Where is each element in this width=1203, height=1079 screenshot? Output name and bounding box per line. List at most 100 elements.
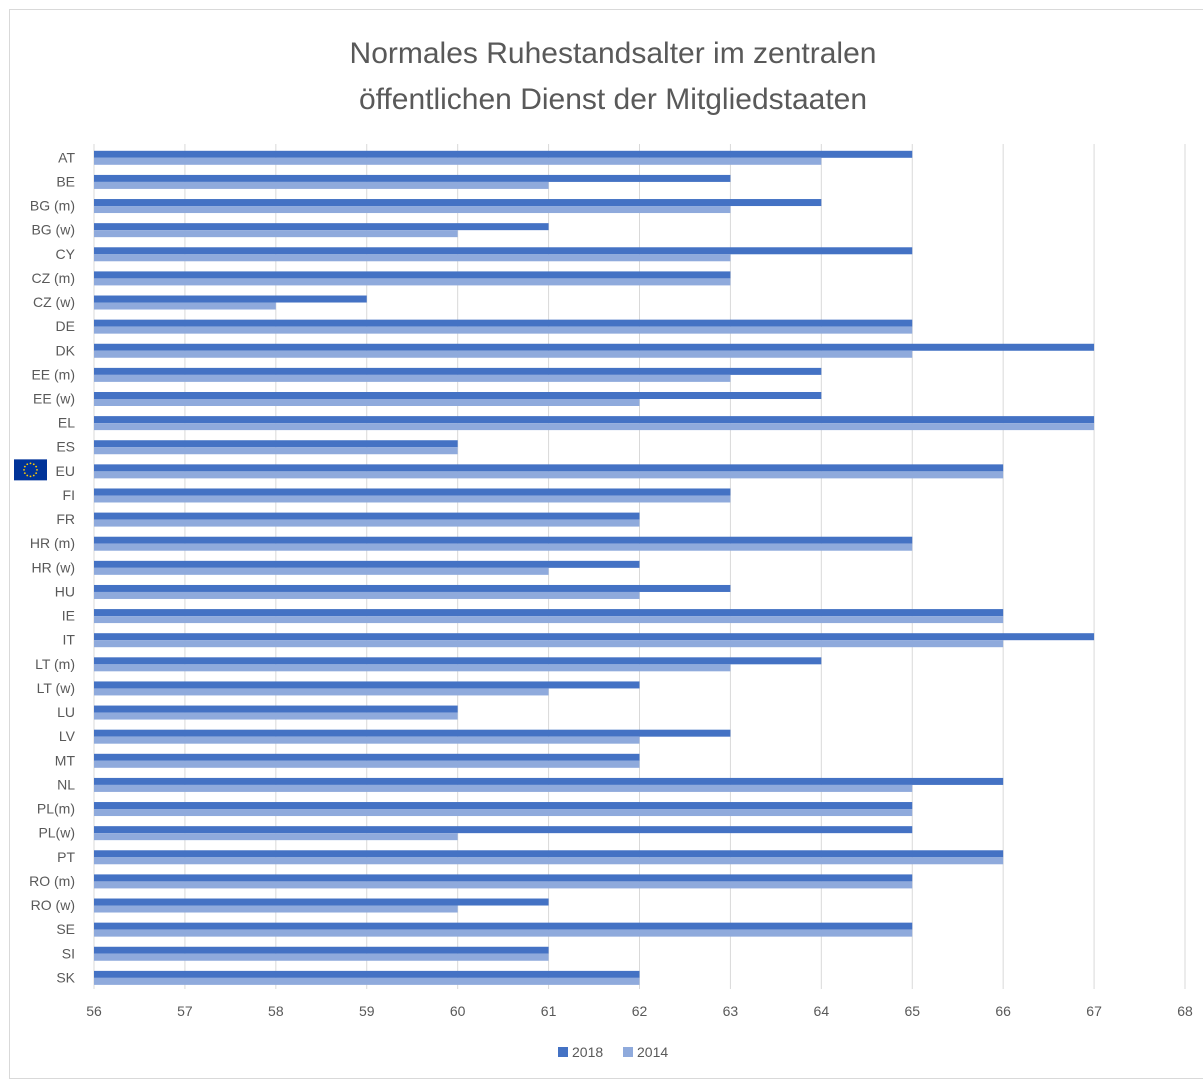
category-label-bg-m: BG (m) <box>30 198 75 214</box>
legend: 2018 2014 <box>558 1044 668 1060</box>
category-labels: AT BE BG (m) BG (w) CY CZ (m) CZ (w) DE DK EE (m)… <box>14 149 76 985</box>
bars <box>94 150 1095 985</box>
bar-pl-w-2018 <box>94 826 913 834</box>
x-tick-label-57: 57 <box>177 1003 193 1019</box>
bar-fr-2018 <box>94 512 640 520</box>
bar-si-2018 <box>94 946 549 954</box>
bar-bg-w-2014 <box>94 230 458 238</box>
legend-swatch-2014 <box>623 1047 633 1057</box>
bar-ee-m-2018 <box>94 367 822 375</box>
category-label-cy: CY <box>56 246 76 262</box>
category-label-lt-m: LT (m) <box>35 656 75 672</box>
x-tick-label-66: 66 <box>995 1003 1011 1019</box>
x-tick-label-61: 61 <box>541 1003 557 1019</box>
bar-be-2018 <box>94 174 731 182</box>
bar-nl-2014 <box>94 784 913 792</box>
bar-mt-2018 <box>94 753 640 761</box>
bar-si-2014 <box>94 953 549 961</box>
bar-eu-2014 <box>94 471 1004 479</box>
x-tick-label-68: 68 <box>1177 1003 1193 1019</box>
bar-hr-m-2018 <box>94 536 913 544</box>
x-tick-label-56: 56 <box>86 1003 102 1019</box>
bar-hr-m-2014 <box>94 543 913 551</box>
bar-cz-m-2018 <box>94 271 731 279</box>
bar-sk-2014 <box>94 977 640 985</box>
category-label-mt: MT <box>55 752 76 768</box>
category-label-hr-m: HR (m) <box>30 535 75 551</box>
bar-pt-2018 <box>94 850 1004 858</box>
category-label-ro-w: RO (w) <box>31 897 75 913</box>
bar-hr-w-2018 <box>94 560 640 568</box>
bar-es-2014 <box>94 447 458 455</box>
bar-at-2018 <box>94 150 913 158</box>
bar-lt-w-2014 <box>94 688 549 696</box>
x-tick-label-58: 58 <box>268 1003 284 1019</box>
bar-es-2018 <box>94 440 458 448</box>
category-label-at: AT <box>58 149 75 165</box>
category-label-be: BE <box>56 173 75 189</box>
x-tick-label-62: 62 <box>632 1003 648 1019</box>
bar-nl-2018 <box>94 777 1004 785</box>
category-label-lv: LV <box>59 728 76 744</box>
bar-pl-w-2014 <box>94 833 458 841</box>
bar-de-2014 <box>94 326 913 334</box>
bar-pt-2014 <box>94 857 1004 865</box>
chart-title-line-1: Normales Ruhestandsalter im zentralen <box>350 37 877 70</box>
bar-sk-2018 <box>94 970 640 978</box>
category-label-de: DE <box>56 318 75 334</box>
category-label-cz-w: CZ (w) <box>33 294 75 310</box>
bar-lv-2018 <box>94 729 731 737</box>
bar-ro-m-2014 <box>94 881 913 889</box>
eu-flag-icon <box>14 459 47 481</box>
legend-label-2014: 2014 <box>637 1044 668 1060</box>
bar-ro-w-2018 <box>94 898 549 906</box>
bar-hu-2014 <box>94 591 640 599</box>
bar-el-2014 <box>94 423 1095 431</box>
bar-lt-m-2018 <box>94 657 822 665</box>
x-tick-label-60: 60 <box>450 1003 466 1019</box>
bar-lu-2014 <box>94 712 458 720</box>
bar-lu-2018 <box>94 705 458 713</box>
category-label-lt-w: LT (w) <box>37 680 75 696</box>
category-label-pl-w: PL(w) <box>38 825 75 841</box>
bar-cz-w-2014 <box>94 302 276 310</box>
bar-cy-2014 <box>94 254 731 262</box>
bar-pl-m-2014 <box>94 809 913 817</box>
bar-eu-2018 <box>94 464 1004 472</box>
bar-ie-2014 <box>94 616 1004 624</box>
bar-bg-w-2018 <box>94 223 549 231</box>
category-label-ie: IE <box>62 608 75 624</box>
category-label-hu: HU <box>55 583 75 599</box>
bar-bg-m-2014 <box>94 206 731 214</box>
category-label-pl-m: PL(m) <box>37 801 75 817</box>
bar-be-2014 <box>94 181 549 189</box>
legend-label-2018: 2018 <box>572 1044 603 1060</box>
category-label-dk: DK <box>56 342 76 358</box>
bar-ro-w-2014 <box>94 905 458 913</box>
category-label-hr-w: HR (w) <box>31 559 75 575</box>
category-label-ee-m: EE (m) <box>31 366 75 382</box>
x-tick-label-64: 64 <box>814 1003 830 1019</box>
x-tick-label-63: 63 <box>723 1003 739 1019</box>
bar-el-2018 <box>94 416 1095 424</box>
bar-lt-w-2018 <box>94 681 640 689</box>
category-label-bg-w: BG (w) <box>31 222 75 238</box>
bar-hu-2018 <box>94 584 731 592</box>
bar-lv-2014 <box>94 736 640 744</box>
bar-ee-w-2014 <box>94 399 640 406</box>
bar-cz-m-2014 <box>94 278 731 286</box>
bar-mt-2014 <box>94 760 640 768</box>
bar-dk-2014 <box>94 350 913 358</box>
bar-fi-2014 <box>94 495 731 503</box>
bar-de-2018 <box>94 319 913 327</box>
bar-fi-2018 <box>94 488 731 496</box>
bar-at-2014 <box>94 157 822 165</box>
x-tick-labels: 56 57 58 59 60 61 62 63 64 65 66 67 68 <box>86 1003 1193 1019</box>
bar-se-2014 <box>94 929 913 937</box>
category-label-cz-m: CZ (m) <box>31 270 75 286</box>
x-tick-label-65: 65 <box>904 1003 920 1019</box>
bar-ro-m-2018 <box>94 874 913 882</box>
category-label-ro-m: RO (m) <box>29 873 75 889</box>
category-label-sk: SK <box>56 969 75 985</box>
